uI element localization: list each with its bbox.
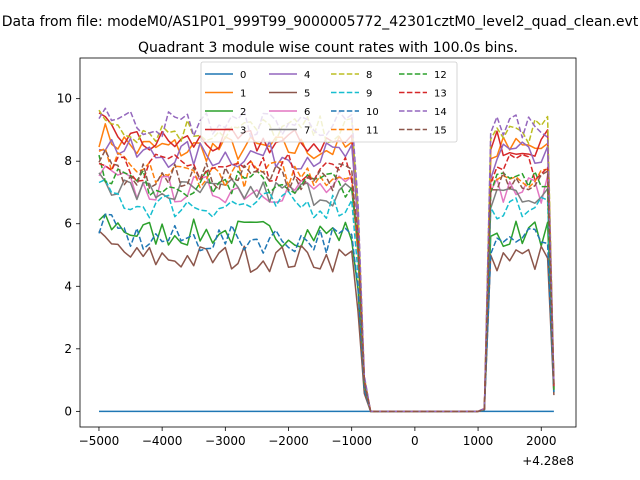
y-tick-label: 2	[64, 342, 72, 356]
y-tick-label: 8	[64, 154, 72, 168]
legend-label-8: 8	[366, 70, 372, 81]
x-tick-label: 0	[411, 434, 419, 448]
legend-label-11: 11	[366, 126, 379, 137]
legend-label-12: 12	[434, 70, 447, 81]
x-tick-label: 1000	[463, 434, 494, 448]
legend-label-6: 6	[304, 107, 310, 118]
x-tick-label: −5000	[79, 434, 120, 448]
chart-title: Quadrant 3 module wise count rates with …	[138, 40, 518, 56]
x-axis-offset-label: +4.28e8	[522, 454, 574, 468]
legend-label-14: 14	[434, 107, 447, 118]
figure-suptitle: Data from file: modeM0/AS1P01_999T99_900…	[2, 14, 639, 30]
x-tick-label: −4000	[142, 434, 183, 448]
x-tick-label: −3000	[205, 434, 246, 448]
legend-label-7: 7	[304, 126, 310, 137]
x-tick-label: −1000	[331, 434, 372, 448]
legend-box	[200, 61, 458, 143]
series-lines	[98, 107, 555, 413]
y-tick-label: 6	[64, 217, 72, 231]
legend-label-2: 2	[240, 107, 246, 118]
x-tick-label: −2000	[268, 434, 309, 448]
y-tick-label: 10	[57, 92, 72, 106]
plot-frame	[79, 57, 577, 428]
legend-label-4: 4	[304, 70, 310, 81]
y-tick-label: 0	[64, 404, 72, 418]
y-axis: 0 2 4 6 8 10	[57, 92, 80, 418]
series-line-15	[98, 149, 555, 413]
legend-label-1: 1	[240, 89, 246, 100]
legend-label-0: 0	[240, 70, 246, 81]
y-tick-label: 4	[64, 279, 72, 293]
legend-label-9: 9	[366, 89, 372, 100]
legend-label-13: 13	[434, 89, 447, 100]
legend-label-10: 10	[366, 107, 379, 118]
x-tick-label: 2000	[526, 434, 557, 448]
legend-label-3: 3	[240, 126, 246, 137]
x-axis: −5000 −4000 −3000 −2000 −1000 0 1000 2000	[79, 427, 557, 448]
legend-label-15: 15	[434, 126, 447, 137]
legend-label-5: 5	[304, 89, 310, 100]
